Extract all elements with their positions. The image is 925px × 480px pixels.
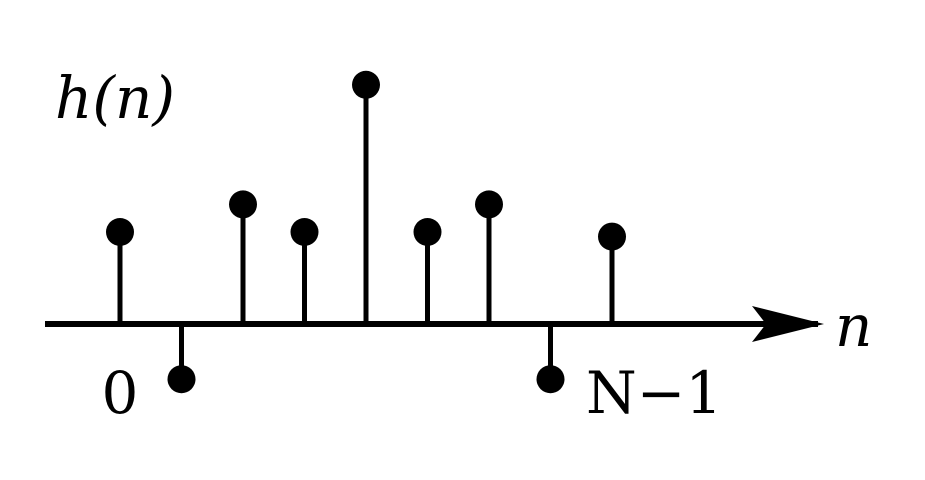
- stem-point: [475, 190, 503, 219]
- stem-point: [352, 70, 380, 99]
- stems-layer: [106, 70, 626, 394]
- stem-point: [106, 218, 134, 246]
- stem-point: [536, 365, 565, 394]
- tick-label-start: 0: [102, 359, 139, 427]
- stem-point: [598, 222, 626, 251]
- tick-label-end: N−1: [586, 359, 722, 427]
- stem-point: [229, 190, 257, 219]
- x-axis-label: n: [835, 292, 872, 360]
- stem-point: [167, 365, 196, 394]
- stem-point: [290, 218, 319, 246]
- y-axis-label: h(n): [55, 64, 175, 132]
- stem-point: [413, 218, 442, 246]
